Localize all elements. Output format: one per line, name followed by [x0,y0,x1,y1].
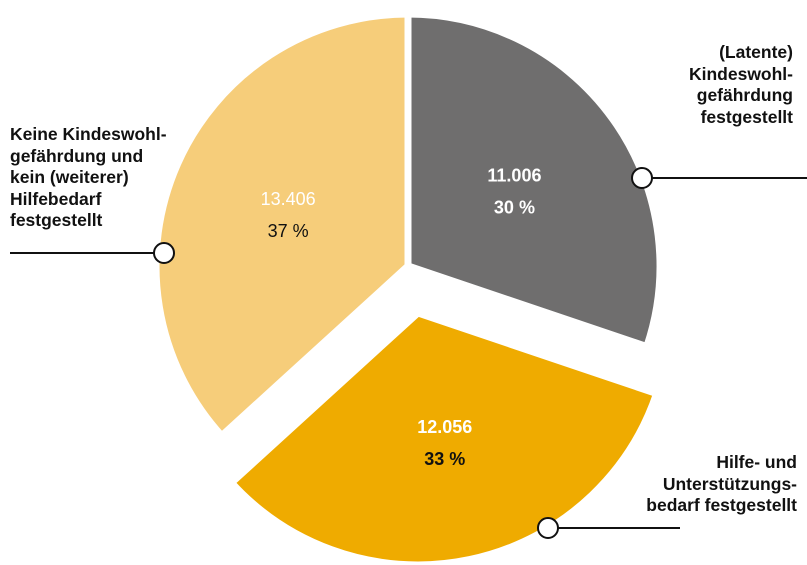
pie-slice [152,10,412,441]
label-line: kein (weiterer) [10,167,129,187]
label-line: Hilfe- und [716,452,797,472]
slice-value-label: 11.006 [487,166,541,186]
slice-label-keine: Keine Kindeswohl- gefährdung und kein (w… [10,124,167,232]
slice-percent-label: 33 % [424,449,465,469]
label-line: gefährdung und [10,145,144,166]
label-line: gefährdung [696,85,793,105]
label-line: bedarf festgestellt [646,495,797,515]
leader-marker [537,517,559,539]
label-line: Kindeswohl- [688,63,793,84]
slice-label-hilfe: Hilfe- und Unterstützungs- bedarf festge… [646,452,797,517]
label-line: (Latente) [719,42,793,62]
slice-value-label: 13.406 [261,189,316,209]
slice-label-latente: (Latente) Kindeswohl- gefährdung festges… [689,42,793,128]
pie-slice [226,309,662,565]
slice-value-label: 12.056 [417,417,472,437]
label-line: festgestellt [700,106,793,127]
leader-marker [153,242,175,264]
label-line: festgestellt [10,210,103,230]
label-line: Keine Kindeswohl- [10,124,167,144]
slice-percent-label: 30 % [494,198,535,218]
label-line: Hilfebedarf [10,188,102,209]
slice-percent-label: 37 % [268,221,309,241]
label-line: Unterstützungs- [662,473,797,494]
leader-marker [631,167,653,189]
pie-slice [404,10,664,352]
